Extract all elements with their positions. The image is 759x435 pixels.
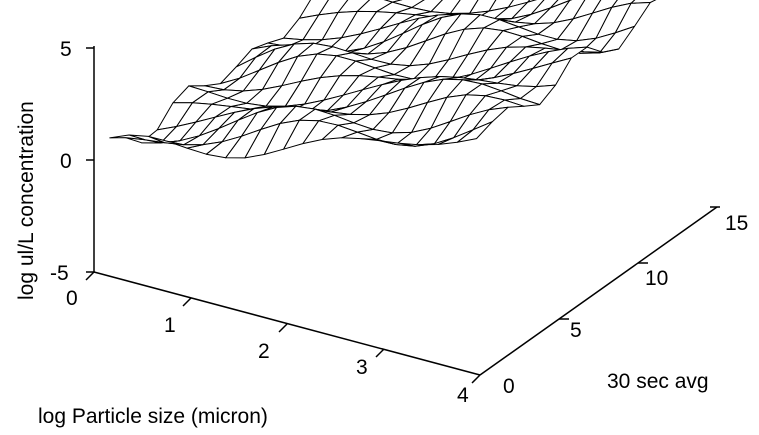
x-tick-4: [471, 374, 481, 384]
x-tick-2: [278, 323, 288, 333]
x-axis-line: [93, 271, 481, 376]
surface-mesh: [109, 0, 657, 159]
x-tick-label-4: 4: [457, 384, 469, 407]
x-tick-label-1: 1: [164, 314, 176, 337]
surface-patch: [109, 134, 146, 141]
x-tick-0: [85, 271, 95, 281]
y-axis-label: 30 sec avg: [607, 370, 709, 393]
x-tick-label-3: 3: [356, 356, 368, 379]
x-tick-3: [375, 348, 385, 358]
y-axis-line: [479, 206, 718, 376]
y-tick-label-15: 15: [725, 212, 748, 235]
z-tick-label-5: 5: [60, 38, 72, 61]
x-tick-label-0: 0: [66, 287, 78, 310]
y-tick-label-5: 5: [570, 319, 582, 342]
z-tick-label--5: -5: [50, 262, 69, 285]
y-tick-label-0: 0: [503, 375, 515, 398]
z-axis-label: log ul/L concentration: [15, 101, 38, 300]
x-tick-1: [182, 297, 192, 307]
x-tick-label-2: 2: [258, 340, 270, 363]
z-tick-label-0: 0: [60, 150, 72, 173]
y-tick-label-10: 10: [645, 267, 668, 290]
x-axis-label: log Particle size (micron): [38, 405, 268, 428]
